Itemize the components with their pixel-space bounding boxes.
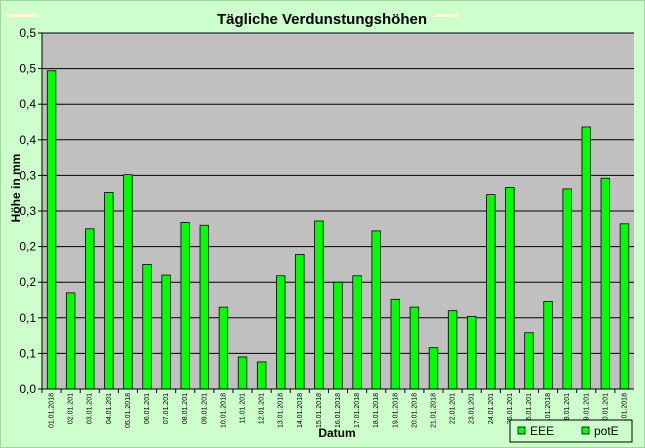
x-tick-label: 28.01.201 <box>564 393 571 424</box>
x-tick-label: 31.01.2018 <box>621 393 628 428</box>
bar <box>371 230 381 390</box>
x-tick-label: 16.01.2018 <box>335 393 342 428</box>
y-tick-label: 0,0 <box>19 382 36 396</box>
y-axis-label: Höhe in mm <box>9 154 23 223</box>
bar <box>65 292 76 390</box>
x-tick-label: 10.01.2018 <box>220 393 227 428</box>
x-tick-label: 03.01.201 <box>87 393 94 424</box>
bar <box>524 332 534 390</box>
x-tick-label: 25.01.201 <box>507 393 514 424</box>
y-tick-label: 0,2 <box>19 275 36 289</box>
chart-title: Tägliche Verdunstungshöhen <box>217 11 427 28</box>
x-tick-label: 05.01.2018 <box>125 393 132 428</box>
decor-line-left <box>6 14 38 17</box>
bar <box>333 281 343 390</box>
x-tick-label: 30.01.201 <box>602 393 609 424</box>
x-tick-label: 26.01.201 <box>526 393 533 424</box>
bar <box>314 220 324 390</box>
x-tick-label: 02.01.201 <box>68 393 75 424</box>
x-tick-label: 18.01.2018 <box>373 393 380 428</box>
legend: EEE potE <box>509 419 633 443</box>
x-tick-label: 20.01.2018 <box>411 393 418 428</box>
bar <box>581 126 591 390</box>
bar <box>486 194 496 390</box>
bar <box>104 192 114 390</box>
y-tick-label: 0,2 <box>19 240 36 254</box>
x-tick-label: 23.01.201 <box>469 393 476 424</box>
bar <box>562 188 572 390</box>
bar <box>466 315 477 390</box>
bar <box>409 306 420 390</box>
bar <box>85 228 95 390</box>
x-tick-label: 14.01.2018 <box>297 393 304 428</box>
x-tick-label: 07.01.201 <box>163 393 170 424</box>
plot-area: 0,0 0,1 0,1 0,2 0,2 0,3 0,3 0,4 0,4 0,5 0,5 01.01.2… <box>19 26 634 428</box>
y-tick-label: 0,4 <box>19 97 36 111</box>
y-tick-label: 0,3 <box>19 168 36 182</box>
bar <box>295 254 305 390</box>
bar <box>600 177 611 390</box>
x-tick-label: 27.01.2018 <box>545 393 552 428</box>
legend-entry: EEE <box>530 424 554 438</box>
bar <box>505 187 515 390</box>
y-tick-label: 0,4 <box>19 133 36 147</box>
y-tick-label: 0,5 <box>19 26 36 40</box>
bar <box>237 356 248 390</box>
bar <box>390 298 400 390</box>
bar <box>276 275 286 390</box>
legend-swatch <box>581 426 590 435</box>
bar <box>199 224 210 390</box>
bar <box>543 301 553 390</box>
x-tick-label: 09.01.201 <box>201 393 208 424</box>
x-tick-label: 04.01.201 <box>106 393 113 424</box>
bar <box>218 306 229 390</box>
x-tick-label: 15.01.2018 <box>316 393 323 428</box>
bar <box>619 223 630 390</box>
bar <box>428 347 439 390</box>
y-tick-label: 0,3 <box>19 204 36 218</box>
bar <box>123 174 133 390</box>
x-tick-label: 11.01.201 <box>240 393 247 424</box>
x-tick-label: 01.01.2018 <box>49 393 56 428</box>
bar <box>447 310 458 390</box>
x-tick-label: 21.01.2018 <box>430 393 437 428</box>
bar <box>142 263 152 390</box>
y-tick-label: 0,1 <box>19 346 36 360</box>
x-tick-label: 29.01.201 <box>583 393 590 424</box>
legend-swatch <box>517 426 526 435</box>
bar <box>161 274 171 390</box>
bar <box>352 275 362 390</box>
y-tick-label: 0,5 <box>19 62 36 76</box>
x-tick-label: 13.01.2018 <box>278 393 285 428</box>
x-tick-label: 17.01.2018 <box>354 393 361 428</box>
x-tick-label: 06.01.201 <box>144 393 151 424</box>
bar <box>256 361 267 390</box>
bar <box>46 70 57 390</box>
y-tick-label: 0,1 <box>19 311 36 325</box>
x-tick-label: 12.01.201 <box>259 393 266 424</box>
x-tick-label: 22.01.201 <box>450 393 457 424</box>
decor-line-right <box>434 14 458 17</box>
x-tick-label: 19.01.2018 <box>392 393 399 428</box>
legend-box <box>509 419 633 443</box>
x-tick-label: 08.01.201 <box>182 393 189 424</box>
bar <box>180 221 190 390</box>
x-tick-label: 24.01.201 <box>488 393 495 424</box>
x-axis-label: Datum <box>318 426 355 440</box>
legend-entry: potE <box>594 424 619 438</box>
